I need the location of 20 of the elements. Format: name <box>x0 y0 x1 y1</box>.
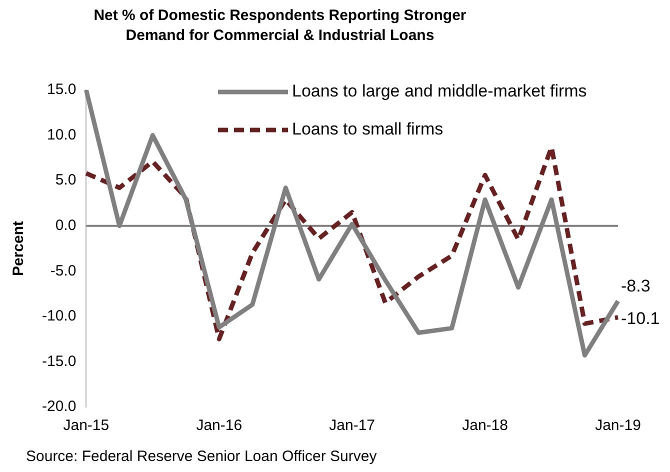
y-axis-title: Percent <box>10 220 28 276</box>
y-tick-label: -15.0 <box>42 352 76 370</box>
y-tick-label: -10.0 <box>42 308 76 325</box>
x-tick-label: Jan-16 <box>196 417 242 434</box>
legend-label: Loans to small firms <box>292 120 444 139</box>
y-tick-label: 15.0 <box>46 81 76 98</box>
legend-label: Loans to large and middle-market firms <box>292 82 587 101</box>
x-tick-label: Jan-18 <box>462 417 508 434</box>
data-label: -8.3 <box>621 276 650 296</box>
y-tick-label: -5.0 <box>50 262 76 280</box>
x-tick-label: Jan-19 <box>595 417 641 434</box>
x-tick-label: Jan-15 <box>63 417 110 434</box>
chart-title: Net % of Domestic Respondents Reporting Stronger Demand for Commercial & Industrial Loans <box>92 6 468 46</box>
data-label: -10.1 <box>621 309 660 328</box>
x-tick-label: Jan-17 <box>329 417 376 434</box>
y-tick-label: 10.0 <box>46 126 76 144</box>
y-tick-label: 0.0 <box>55 217 76 234</box>
y-tick-label: 5.0 <box>55 172 76 189</box>
source-note: Source: Federal Reserve Senior Loan Officer Survey <box>26 448 377 465</box>
y-tick-label: -20.0 <box>42 398 76 416</box>
